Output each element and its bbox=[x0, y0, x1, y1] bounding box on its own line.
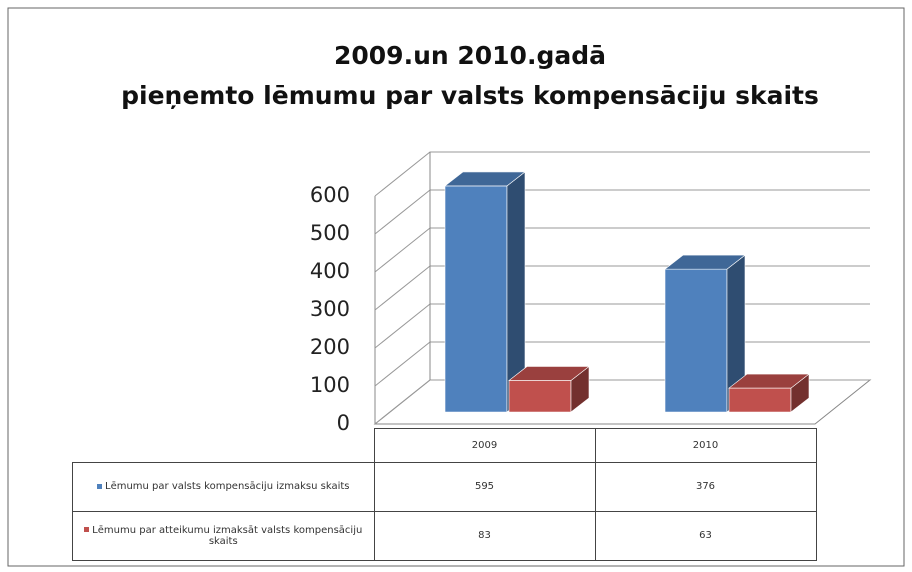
table-series-label: Lēmumu par valsts kompensāciju izmaksu s… bbox=[72, 461, 375, 512]
bar-top bbox=[728, 373, 810, 389]
bar-front bbox=[444, 185, 508, 413]
table-row: Lēmumu par valsts kompensāciju izmaksu s… bbox=[72, 461, 817, 512]
bar-front bbox=[664, 268, 728, 413]
bar bbox=[664, 254, 746, 413]
table-corner bbox=[72, 428, 375, 462]
bar-front bbox=[728, 387, 792, 413]
legend-key bbox=[97, 483, 102, 489]
table-cell: 83 bbox=[373, 510, 596, 561]
legend-key bbox=[84, 527, 90, 532]
table-row: Lēmumu par atteikumu izmaksāt valsts kom… bbox=[72, 510, 817, 561]
y-tick-label: 600 bbox=[310, 183, 350, 207]
bar bbox=[508, 365, 590, 413]
table-cell: 63 bbox=[594, 510, 817, 561]
legend-label: Lēmumu par atteikumu izmaksāt valsts kom… bbox=[92, 524, 363, 547]
y-tick-label: 300 bbox=[310, 297, 350, 321]
y-tick-label: 100 bbox=[310, 373, 350, 397]
bar-top bbox=[664, 254, 746, 270]
data-table: 2009 2010 Lēmumu par valsts kompensāciju… bbox=[72, 428, 817, 561]
table-header: 2010 bbox=[594, 428, 817, 463]
bar-front bbox=[508, 380, 572, 413]
table-series-label: Lēmumu par atteikumu izmaksāt valsts kom… bbox=[72, 510, 375, 561]
y-tick-label: 200 bbox=[310, 335, 350, 359]
legend-label: Lēmumu par valsts kompensāciju izmaksu s… bbox=[105, 481, 350, 492]
chart-title: pieņemto lēmumu par valsts kompensāciju … bbox=[121, 81, 819, 110]
bar bbox=[728, 373, 810, 413]
table-header: 2009 bbox=[373, 428, 596, 463]
bar-top bbox=[444, 171, 526, 187]
bar-top bbox=[508, 366, 590, 381]
table-cell: 376 bbox=[594, 461, 817, 512]
chart-title: 2009.un 2010.gadā bbox=[334, 41, 606, 70]
bar bbox=[444, 171, 526, 413]
table-row: 2009 2010 bbox=[72, 428, 817, 463]
table-cell: 595 bbox=[373, 461, 596, 512]
y-tick-label: 500 bbox=[310, 221, 350, 245]
y-tick-label: 400 bbox=[310, 259, 350, 283]
